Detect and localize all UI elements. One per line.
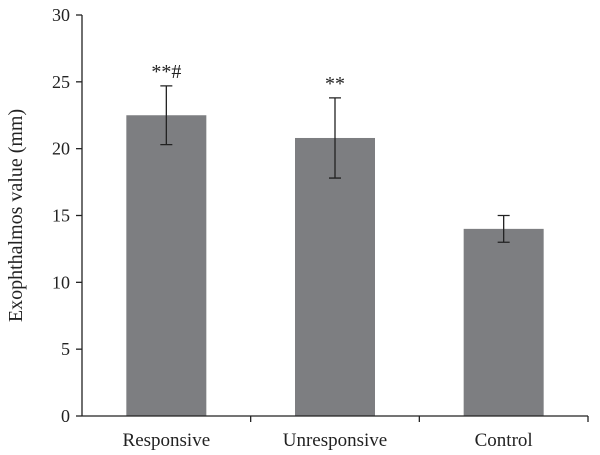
bars-group	[126, 115, 544, 416]
y-tick-label: 25	[52, 72, 70, 92]
y-ticks-group: 0 5 10 15 20 25 30	[52, 5, 82, 426]
error-bar-control	[497, 214, 510, 243]
bar-responsive	[126, 115, 207, 416]
y-tick-label: 15	[52, 206, 70, 226]
bar-unresponsive	[295, 137, 375, 416]
y-tick-label: 30	[52, 5, 70, 25]
significance-annotation: **#	[151, 61, 181, 83]
bar-control	[463, 228, 544, 416]
error-bar-unresponsive	[329, 97, 341, 179]
x-labels-group: Responsive Unresponsive Control	[123, 416, 589, 451]
y-tick-label: 5	[61, 339, 70, 359]
annotations-group: **# **	[151, 61, 345, 95]
significance-annotation: **	[325, 73, 345, 95]
x-category-label: Responsive	[123, 430, 211, 451]
x-category-label: Control	[475, 430, 533, 451]
x-category-label: Unresponsive	[283, 430, 387, 451]
error-bar-responsive	[160, 85, 173, 146]
y-tick-label: 20	[52, 139, 70, 159]
y-tick-label: 0	[61, 406, 70, 426]
error-bars-group	[160, 85, 510, 243]
y-axis-title: Exophthalmos value (mm)	[5, 109, 27, 322]
y-tick-label: 10	[52, 272, 70, 292]
